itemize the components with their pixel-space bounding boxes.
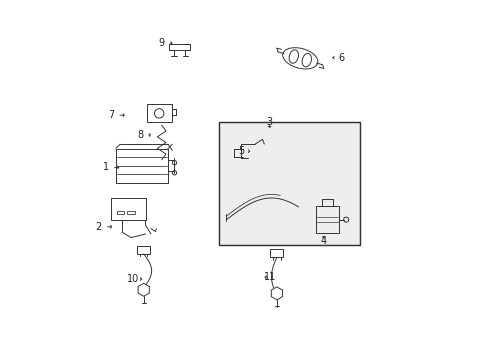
Text: 6: 6 <box>332 53 344 63</box>
Text: 5: 5 <box>237 146 249 156</box>
Bar <box>219 122 359 245</box>
Text: 1: 1 <box>102 162 119 172</box>
Text: 9: 9 <box>158 38 172 48</box>
Bar <box>270 249 283 257</box>
Text: 3: 3 <box>266 117 272 127</box>
Bar <box>315 206 338 233</box>
Bar <box>137 246 150 254</box>
Bar <box>111 198 145 220</box>
Bar <box>127 211 134 214</box>
Text: 8: 8 <box>137 130 150 140</box>
Text: 11: 11 <box>263 272 275 282</box>
Bar <box>219 122 359 245</box>
Text: 7: 7 <box>108 110 124 120</box>
Text: 2: 2 <box>95 222 111 232</box>
Bar <box>146 104 171 122</box>
Text: 4: 4 <box>320 236 326 246</box>
Bar <box>116 148 168 183</box>
Bar <box>117 211 123 214</box>
Text: 10: 10 <box>126 274 142 284</box>
